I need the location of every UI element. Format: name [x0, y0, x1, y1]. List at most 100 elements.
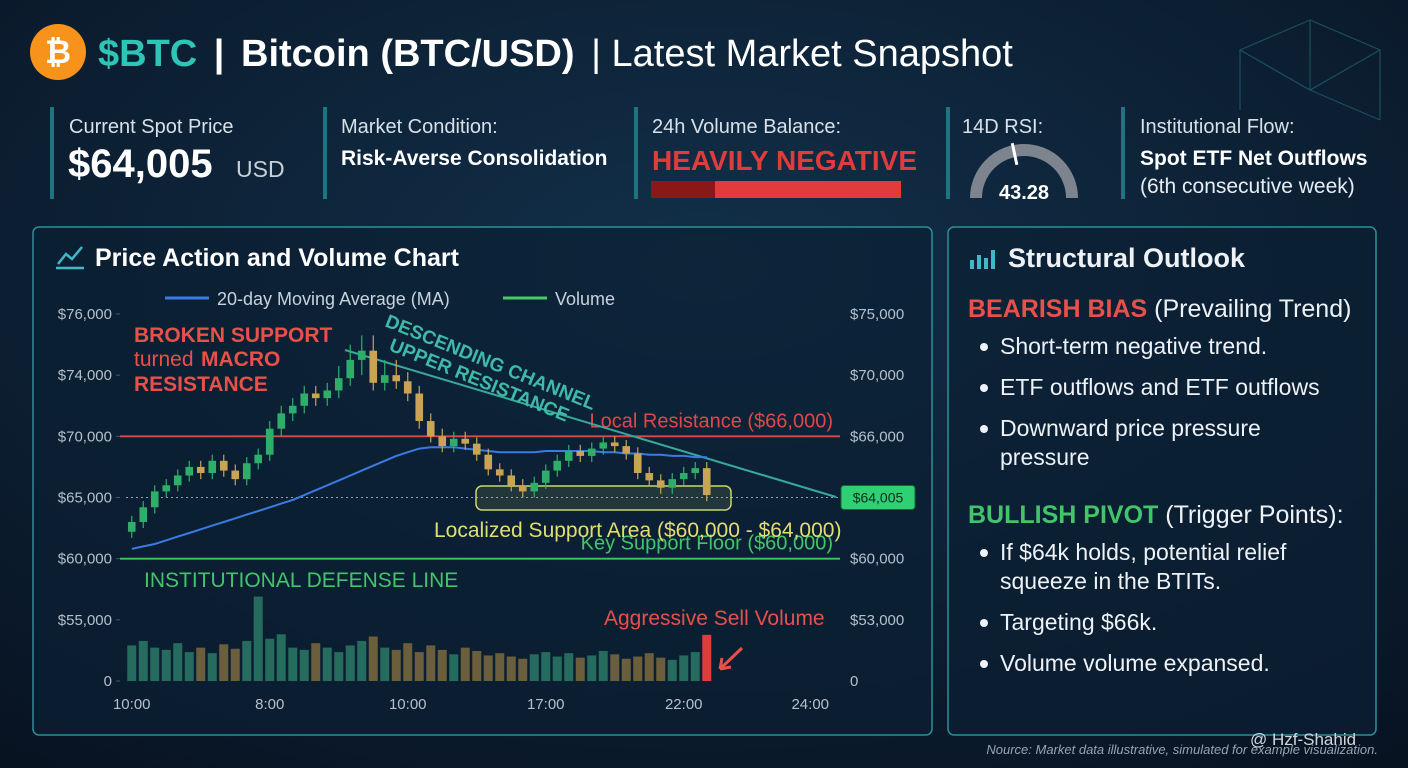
btc-logo-symbol: ₿	[45, 34, 71, 70]
candle-body	[139, 507, 148, 522]
volume-bar	[679, 655, 689, 681]
watermark: @ Hzf-Shahid	[1250, 730, 1356, 749]
candle-body	[610, 442, 619, 447]
volume-bar	[138, 640, 148, 681]
volume-bar	[391, 649, 401, 681]
candle-body	[449, 438, 458, 447]
candle-body	[380, 375, 389, 383]
volume-bar	[587, 655, 597, 681]
candle-body	[622, 446, 631, 454]
candle-body	[530, 482, 539, 492]
y-tick-label: $76,000	[58, 306, 112, 323]
candle-body	[495, 469, 504, 476]
volume-bar	[506, 656, 516, 681]
bullish-item: If $64k holds, potential relief squeeze …	[980, 538, 1350, 596]
volume-bar	[127, 645, 137, 681]
annotation: Localized Support Area ($60,000 - $64,00…	[434, 519, 841, 542]
volume-bar	[161, 649, 171, 681]
candle-body	[265, 428, 274, 455]
candle-body	[564, 451, 573, 461]
title-separator: |	[214, 33, 225, 75]
title-name: Bitcoin (BTC/USD)	[241, 33, 575, 75]
volume-bar	[299, 649, 309, 681]
candle-body	[162, 485, 171, 492]
volume-bar	[288, 647, 298, 681]
legend-label: Volume	[555, 289, 615, 309]
bullish-item: Targeting $66k.	[980, 608, 1350, 637]
support-area	[475, 485, 732, 511]
source-note: Nource: Market data illustrative, simula…	[986, 742, 1378, 757]
title-ticker: $BTC	[98, 33, 197, 75]
level-label: Key Support Floor ($60,000)	[581, 533, 833, 555]
rsi-needle	[1010, 142, 1019, 166]
y2-tick-label: $53,000	[850, 612, 904, 629]
volume-bar	[564, 653, 574, 681]
candle-body	[196, 466, 205, 474]
volume-bar	[621, 658, 631, 681]
y2-tick-label: $64,005	[853, 490, 904, 506]
x-tick-label: 10:00	[389, 696, 427, 713]
candle-body	[587, 448, 596, 456]
volume-bar	[230, 648, 240, 681]
volume-bar	[541, 652, 551, 681]
candle-body	[484, 454, 493, 470]
y-tick-label: 0	[104, 673, 112, 690]
x-tick-label: 24:00	[791, 696, 829, 713]
volume-bar	[345, 645, 355, 681]
channel-line	[344, 349, 837, 498]
bearish-label: BEARISH BIAS	[968, 295, 1148, 323]
candle-body	[645, 473, 654, 481]
sell-arrow	[718, 646, 744, 671]
volume-bar	[656, 657, 666, 681]
candle-body	[254, 454, 263, 464]
annotation: MACRO	[201, 348, 280, 371]
metric-value: HEAVILY NEGATIVE	[652, 145, 917, 176]
outlook-icon	[970, 250, 995, 269]
y2-tick-label: $75,000	[850, 306, 904, 323]
outlook-panel	[947, 226, 1377, 736]
y-tick-label: $70,000	[58, 428, 112, 445]
candle-body	[426, 421, 435, 437]
y2-tick-label: $70,000	[850, 367, 904, 384]
ma-line	[131, 446, 707, 550]
bullish-heading: BULLISH PIVOT (Trigger Points):	[968, 498, 1363, 532]
legend-label: 20-day Moving Average (MA)	[217, 289, 450, 309]
candle-body	[679, 473, 688, 480]
y2-tick-label: $60,000	[850, 551, 904, 568]
volume-bar	[633, 656, 643, 681]
volume-bar	[483, 655, 493, 681]
volume-bar	[207, 653, 217, 681]
candle-body	[323, 390, 332, 399]
volume-bar	[219, 644, 229, 681]
volume-bar	[575, 657, 585, 681]
title-subtitle: | Latest Market Snapshot	[591, 33, 1013, 75]
bearish-item: ETF outflows and ETF outflows	[980, 373, 1350, 402]
y-tick-label: $60,000	[58, 551, 112, 568]
candle-body	[185, 466, 194, 476]
volume-bar	[380, 647, 390, 681]
volume-bar	[460, 647, 470, 681]
candle-body	[472, 443, 481, 455]
candle-body	[357, 350, 366, 360]
metric-label: 24h Volume Balance:	[652, 116, 841, 138]
volume-bar	[495, 653, 505, 681]
metric-label: Institutional Flow:	[1140, 116, 1295, 138]
candle-body	[691, 468, 700, 474]
metric-label: Market Condition:	[341, 116, 498, 138]
network-decoration	[1238, 19, 1382, 121]
x-tick-label: 22:00	[665, 696, 703, 713]
candle-body	[231, 470, 240, 480]
candle-body	[507, 475, 516, 486]
candle-body	[311, 393, 320, 399]
candle-body	[518, 485, 527, 492]
annotation: BROKEN SUPPORT	[134, 324, 333, 347]
volume-bar	[552, 656, 562, 681]
metric-value: Risk-Averse Consolidation	[341, 147, 607, 170]
x-tick-label: 8:00	[255, 696, 284, 713]
candle-body	[277, 413, 286, 429]
volume-bar	[196, 647, 206, 681]
volume-bar	[702, 634, 712, 681]
candle-body	[415, 393, 424, 422]
bearish-list: Short-term negative trend. ETF outflows …	[968, 332, 1363, 472]
